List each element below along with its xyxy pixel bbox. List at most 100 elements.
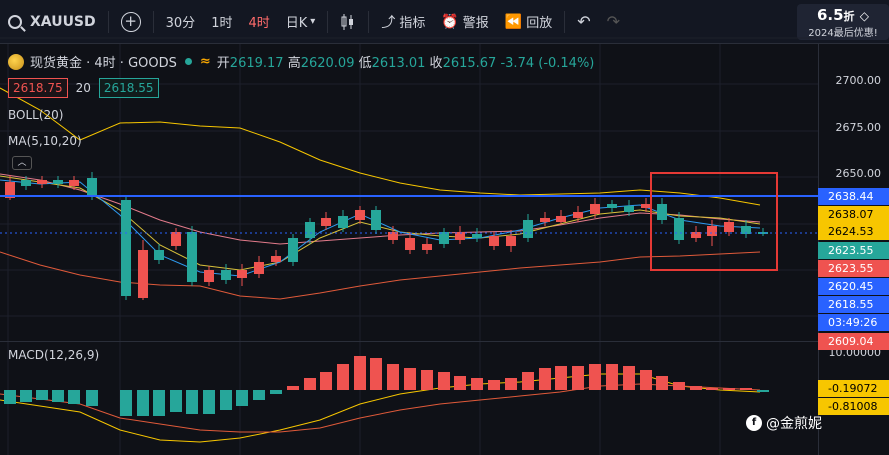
alert-button[interactable]: ⏰ 警报: [433, 0, 496, 44]
candle-body: [221, 270, 231, 280]
bid-price[interactable]: 2618.75: [8, 78, 68, 98]
candle-body: [707, 226, 717, 236]
macd-bar: [236, 390, 248, 406]
macd-tag: -0.81008: [818, 398, 889, 415]
candlesticks: [5, 172, 768, 300]
candle-body: [590, 204, 600, 214]
chart-canvas[interactable]: [0, 0, 818, 455]
candle-body: [288, 238, 298, 262]
market-open-dot: [184, 58, 192, 65]
candle-body: [741, 226, 751, 234]
candle-body: [674, 218, 684, 240]
candle-body: [641, 204, 651, 208]
macd-tag: -0.19072: [818, 380, 889, 397]
chart-type-button[interactable]: [332, 0, 364, 44]
macd-bar: [120, 390, 132, 416]
macd-bar: [522, 372, 534, 390]
macd-bar: [723, 388, 735, 390]
pane-divider[interactable]: [0, 341, 818, 342]
macd-bar: [606, 364, 618, 390]
highlight-box[interactable]: [650, 172, 778, 271]
ask-price[interactable]: 2618.55: [98, 78, 159, 98]
candle-body: [405, 238, 415, 250]
macd-bar: [68, 390, 80, 404]
macd-bar: [673, 382, 685, 390]
price-tag: 2624.53: [818, 223, 889, 240]
bid-ask: 2618.75 20 2618.55: [8, 78, 159, 98]
candle-body: [455, 232, 465, 240]
platform-logo-icon: f: [746, 415, 762, 431]
undo-button[interactable]: ↶: [569, 0, 598, 44]
add-symbol-button[interactable]: +: [113, 0, 149, 44]
candlestick-icon: [341, 13, 354, 30]
replay-button[interactable]: ⏪ 回放: [497, 0, 560, 44]
macd-bar: [757, 390, 769, 392]
boll-upper-line: [0, 87, 761, 206]
macd-bar: [287, 386, 299, 390]
price-tag: 2638.44: [818, 188, 889, 205]
macd-bar: [304, 378, 316, 390]
candle-body: [388, 232, 398, 240]
macd-bar: [186, 390, 198, 414]
candle-body: [5, 182, 15, 198]
divider: [327, 10, 329, 33]
indicators-button[interactable]: ⤴ 指标: [373, 0, 433, 44]
indicators-label: 指标: [399, 16, 426, 31]
macd-bar: [454, 376, 466, 390]
timeframe-label: 30分: [165, 16, 196, 31]
candle-body: [154, 250, 164, 260]
ma-label[interactable]: MA(5,10,20): [8, 134, 82, 148]
price-tick: 2650.00: [835, 167, 882, 180]
redo-icon: ↷: [606, 12, 621, 31]
candle-body: [371, 210, 381, 230]
collapse-legend-button[interactable]: ︿: [12, 156, 32, 170]
candle-body: [523, 220, 533, 238]
candle-body: [422, 244, 432, 250]
macd-histogram: [4, 356, 769, 416]
candle-body: [204, 270, 214, 282]
candle-body: [607, 204, 617, 208]
top-toolbar: XAUUSD + 30分 1时 4时 日K ▾ ⤴ 指标 ⏰ 警报 ⏪ 回放 ↶ …: [0, 0, 889, 44]
candle-body: [87, 178, 97, 196]
timeframe-1h[interactable]: 1时: [203, 0, 240, 44]
macd-bar: [36, 390, 48, 400]
macd-label[interactable]: MACD(12,26,9): [8, 348, 100, 362]
divider: [564, 10, 566, 33]
timeframe-daily-dropdown[interactable]: 日K ▾: [278, 0, 324, 44]
macd-bar: [370, 358, 382, 390]
candle-body: [237, 270, 247, 278]
macd-line: [0, 383, 761, 433]
promo-banner[interactable]: 6.5折 ◇ 2024最后优惠!: [797, 4, 889, 40]
price-tag: 2620.45: [818, 278, 889, 295]
timeframe-4h[interactable]: 4时: [240, 0, 277, 44]
boll-lower-line: [0, 251, 761, 300]
redo-button[interactable]: ↷: [599, 0, 628, 44]
candle-body: [53, 180, 63, 184]
symbol-search[interactable]: XAUUSD: [0, 0, 104, 44]
diamond-icon: ◇: [859, 9, 870, 23]
price-tick: 2675.00: [835, 121, 882, 134]
macd-bar: [640, 370, 652, 390]
undo-icon: ↶: [577, 12, 591, 31]
candle-body: [489, 236, 499, 246]
price-tag: 2623.55: [818, 260, 889, 277]
boll-label[interactable]: BOLL(20): [8, 108, 64, 122]
price-tag: 03:49:26: [818, 314, 889, 331]
candle-body: [171, 232, 181, 246]
candle-body: [321, 218, 331, 226]
macd-bar: [4, 390, 16, 404]
timeframe-30m[interactable]: 30分: [158, 0, 204, 44]
macd-bar: [404, 368, 416, 390]
macd-bar: [656, 376, 668, 390]
promo-text: 2024最后优惠!: [808, 28, 878, 39]
candle-body: [305, 222, 315, 238]
macd-bar: [203, 390, 215, 414]
macd-bar: [220, 390, 232, 410]
spread: 20: [75, 81, 91, 95]
macd-bar: [86, 390, 98, 406]
watermark-text: @金煎妮: [766, 416, 822, 432]
instrument-name: 现货黄金 · 4时 · GOODS: [30, 56, 177, 71]
rewind-icon: ⏪: [504, 13, 523, 30]
macd-bar: [740, 388, 752, 390]
plus-circle-icon: +: [120, 11, 141, 32]
